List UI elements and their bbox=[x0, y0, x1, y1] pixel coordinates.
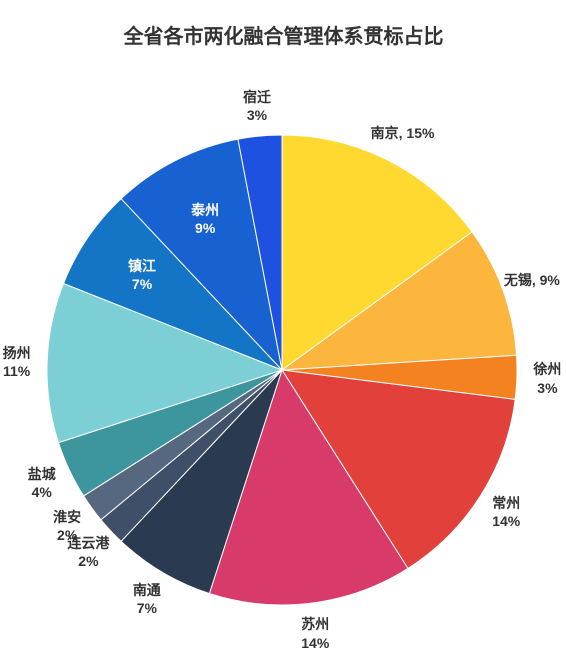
slice-label: 苏州14% bbox=[301, 615, 329, 651]
pie-chart: 全省各市两化融合管理体系贯标占比 南京, 15%无锡, 9%徐州3%常州14%苏… bbox=[0, 0, 567, 637]
slice-label: 南通7% bbox=[133, 580, 161, 616]
pie bbox=[47, 135, 517, 605]
chart-title: 全省各市两化融合管理体系贯标占比 bbox=[0, 20, 567, 49]
slice-label: 常州14% bbox=[492, 494, 520, 530]
slice-label: 镇江7% bbox=[128, 257, 156, 293]
slice-label: 泰州9% bbox=[191, 201, 219, 237]
slice-label: 南京, 15% bbox=[371, 124, 435, 142]
slice-label: 淮安2% bbox=[53, 508, 81, 544]
slice-label: 扬州11% bbox=[3, 343, 31, 379]
slice-label: 徐州3% bbox=[533, 360, 561, 396]
slice-label: 宿迁3% bbox=[243, 87, 271, 123]
slice-label: 盐城4% bbox=[28, 465, 56, 501]
slice-label: 无锡, 9% bbox=[504, 271, 560, 289]
